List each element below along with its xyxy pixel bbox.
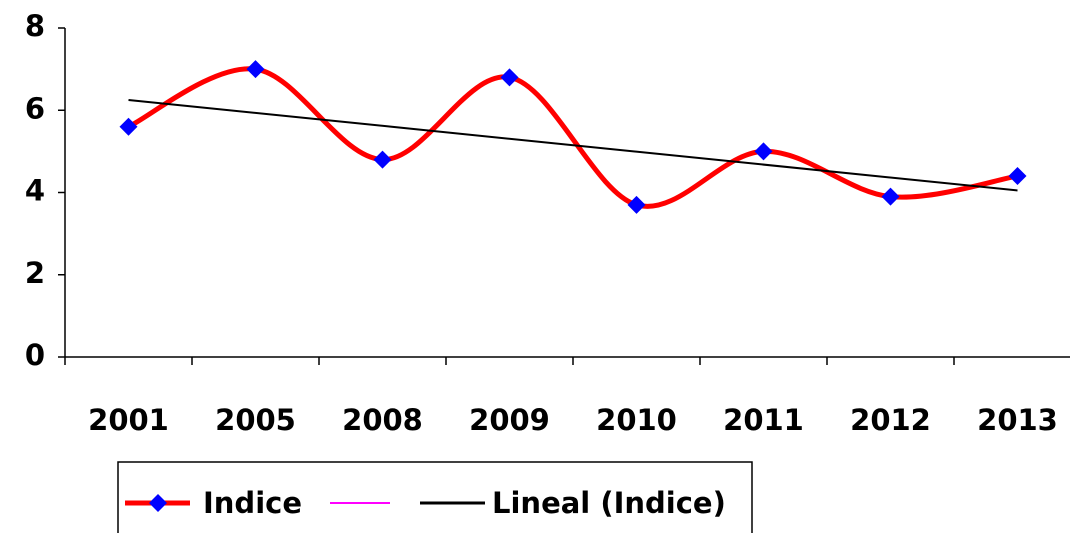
marker bbox=[246, 60, 265, 79]
x-tick-label: 2010 bbox=[596, 403, 677, 437]
y-tick-label: 4 bbox=[25, 174, 45, 208]
y-tick-label: 8 bbox=[25, 9, 45, 43]
legend-marker bbox=[149, 494, 167, 512]
marker bbox=[373, 150, 392, 169]
marker bbox=[627, 195, 646, 214]
x-tick-label: 2013 bbox=[977, 403, 1058, 437]
y-tick-label: 6 bbox=[25, 91, 45, 125]
marker bbox=[119, 117, 138, 136]
x-tick-label: 2009 bbox=[469, 403, 550, 437]
legend-label: Lineal (Indice) bbox=[492, 486, 726, 520]
marker bbox=[754, 142, 773, 161]
x-tick-label: 2001 bbox=[88, 403, 169, 437]
legend-box bbox=[117, 461, 753, 533]
x-tick-label: 2011 bbox=[723, 403, 804, 437]
y-tick-label: 2 bbox=[25, 256, 45, 290]
series-line bbox=[127, 66, 1018, 209]
x-tick-label: 2008 bbox=[342, 403, 423, 437]
trendline bbox=[128, 98, 1018, 192]
marker bbox=[881, 187, 900, 206]
marker bbox=[500, 68, 519, 87]
marker bbox=[1008, 167, 1027, 186]
x-tick-label: 2012 bbox=[850, 403, 931, 437]
legend-label: Indice bbox=[203, 486, 302, 520]
y-tick-label: 0 bbox=[25, 338, 45, 372]
x-tick-label: 2005 bbox=[215, 403, 296, 437]
